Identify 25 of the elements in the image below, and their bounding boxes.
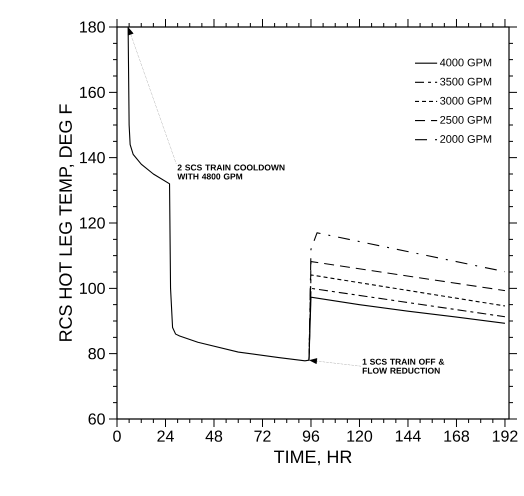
annotation: 2 SCS TRAIN COOLDOWN WITH 4800 GPM [177,164,284,180]
y-tick-label: 120 [80,217,105,229]
x-tick-label: 48 [205,430,222,442]
annotation: 1 SCS TRAIN OFF & FLOW REDUCTION [362,358,444,374]
x-tick-label: 120 [347,430,372,442]
x-tick-label: 168 [444,430,470,442]
x-tick-label: 0 [113,430,121,442]
y-tick-label: 60 [88,413,105,425]
y-tick-label: 140 [80,152,105,164]
y-tick-label: 180 [80,21,105,33]
x-tick-label: 192 [492,430,518,442]
legend-label: 2500 GPM [440,116,492,124]
y-axis-title: RCS HOT LEG TEMP, DEG F [59,104,74,341]
x-tick-label: 24 [157,430,174,442]
legend-label: 2000 GPM [440,135,492,143]
legend-label: 4000 GPM [440,58,492,66]
y-tick-label: 80 [88,348,105,360]
x-tick-label: 72 [254,430,271,442]
y-tick-label: 160 [80,86,105,98]
y-tick-label: 100 [80,282,105,294]
x-axis-title: TIME, HR [274,450,352,466]
legend-label: 3500 GPM [440,78,492,86]
x-tick-label: 144 [396,430,421,442]
legend-label: 3000 GPM [440,96,492,105]
x-tick-label: 96 [302,430,320,442]
